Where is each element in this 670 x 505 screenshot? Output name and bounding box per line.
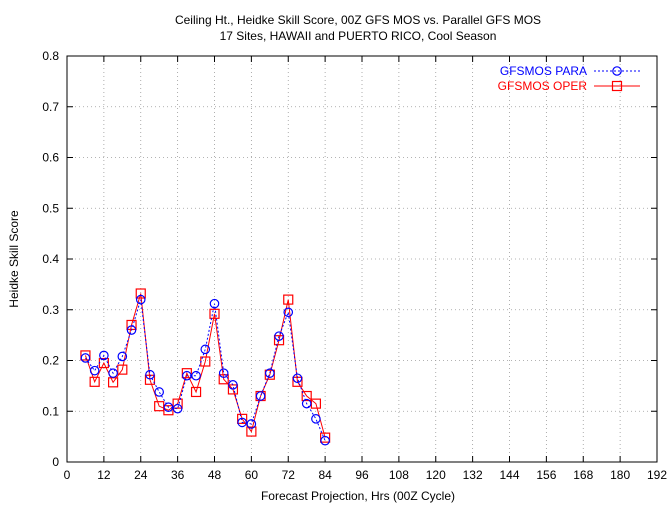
legend-label: GFSMOS OPER	[498, 79, 588, 93]
legend-marker	[612, 66, 622, 76]
x-tick-label: 192	[647, 468, 667, 482]
x-tick-label: 144	[499, 468, 519, 482]
plot-frame	[66, 55, 658, 463]
data-point	[301, 390, 312, 402]
series-line	[85, 299, 326, 441]
data-point	[209, 298, 220, 309]
series-group	[80, 288, 331, 446]
data-point	[191, 370, 201, 381]
legend-label: GFSMOS PARA	[500, 64, 587, 78]
chart-title: Ceiling Ht., Heidke Skill Score, 00Z GFS…	[175, 13, 541, 27]
data-point	[80, 350, 91, 361]
x-tick-label: 36	[171, 468, 185, 482]
y-tick-label: 0	[52, 455, 59, 469]
data-point	[117, 364, 128, 375]
data-point	[135, 294, 146, 305]
data-point	[228, 380, 238, 390]
data-point	[117, 351, 128, 362]
series-square	[80, 288, 331, 443]
data-point	[181, 368, 192, 379]
y-tick-label: 0.1	[42, 404, 59, 418]
data-point	[274, 331, 284, 341]
x-tick-label: 72	[282, 468, 296, 482]
y-tick-label: 0.4	[42, 252, 59, 266]
data-point	[89, 376, 100, 387]
data-point	[126, 325, 137, 335]
data-point	[182, 370, 192, 381]
data-point	[246, 426, 257, 437]
data-point	[145, 369, 155, 380]
data-point	[320, 432, 331, 443]
data-point	[311, 414, 321, 424]
data-point	[108, 368, 118, 378]
x-tick-label: 180	[610, 468, 630, 482]
x-tick-label: 60	[245, 468, 259, 482]
y-axis-label: Heidke Skill Score	[7, 210, 21, 308]
data-point	[80, 353, 91, 363]
data-point	[246, 419, 257, 429]
series-line	[84, 293, 326, 438]
data-point	[135, 288, 146, 299]
data-point	[301, 398, 312, 409]
y-tick-label: 0.6	[42, 151, 59, 165]
data-point	[89, 365, 100, 376]
data-point	[237, 417, 247, 428]
y-tick-label: 0.7	[42, 100, 59, 114]
data-point	[163, 402, 174, 412]
x-tick-label: 168	[573, 468, 593, 482]
data-point	[190, 386, 202, 398]
data-point	[237, 413, 248, 424]
x-tick-label: 120	[426, 468, 446, 482]
data-point	[99, 350, 109, 361]
y-tick-label: 0.3	[42, 303, 59, 317]
x-tick-label: 24	[134, 468, 148, 482]
x-tick-label: 12	[97, 468, 111, 482]
data-point	[320, 435, 330, 446]
x-tick-label: 156	[536, 468, 556, 482]
series-circle	[80, 294, 330, 446]
data-point	[255, 391, 266, 401]
data-point	[292, 373, 303, 384]
y-tick-label: 0.5	[42, 201, 59, 215]
data-point	[218, 368, 229, 378]
data-point	[172, 403, 183, 414]
x-tick-label: 0	[64, 468, 71, 482]
x-tick-label: 48	[208, 468, 222, 482]
x-axis-label: Forecast Projection, Hrs (00Z Cycle)	[261, 489, 455, 503]
y-tick-label: 0.8	[42, 49, 59, 63]
data-point	[218, 374, 229, 385]
data-point	[283, 307, 294, 318]
data-point	[200, 344, 211, 355]
data-point	[163, 405, 174, 416]
legend-marker	[611, 80, 623, 92]
axis-ticks: 0 0.1 0.2 0.3 0.4 0.5 0.6 0.7 0.8 0 12 24 36 48 60 72 84…	[42, 49, 667, 482]
x-tick-label: 132	[463, 468, 483, 482]
x-tick-label: 108	[389, 468, 409, 482]
data-point	[265, 368, 275, 378]
y-tick-label: 0.2	[42, 354, 59, 368]
data-point	[209, 308, 220, 319]
data-point	[273, 335, 285, 346]
data-point	[172, 398, 183, 409]
x-tick-label: 96	[355, 468, 369, 482]
data-point	[283, 294, 294, 305]
chart-subtitle: 17 Sites, HAWAII and PUERTO RICO, Cool S…	[220, 29, 497, 43]
x-tick-label: 84	[318, 468, 332, 482]
data-point	[154, 387, 164, 397]
